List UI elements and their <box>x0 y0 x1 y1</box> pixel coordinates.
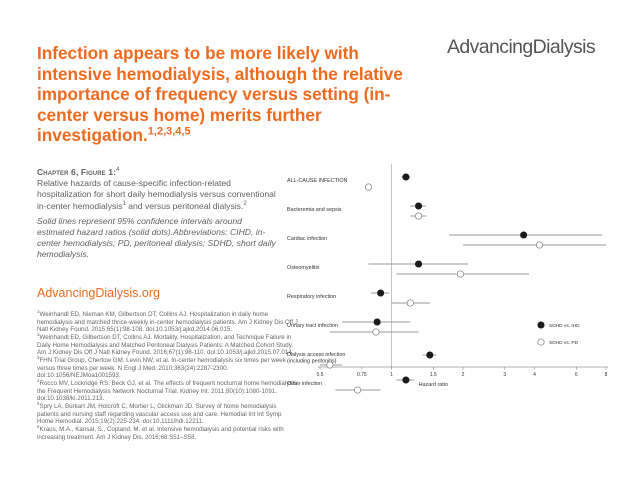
category-label: Other infection <box>287 381 322 387</box>
x-tick-label: 4 <box>533 372 536 378</box>
hazard-ratio-point-open <box>326 361 334 369</box>
reference-text: FHN Trial Group, Chertow GM, Levin NW, e… <box>37 356 286 380</box>
reference-text: Weinhandl ED, Nieman KM, Gilbertson DT, … <box>37 311 298 334</box>
category-label: Cardiac infection <box>287 236 327 242</box>
x-tick-label: 0.75 <box>357 372 367 378</box>
reference-number: 3 <box>37 354 40 360</box>
reference-number: 5 <box>37 400 40 406</box>
legend-marker <box>537 321 545 329</box>
x-axis-title: Hazard ratio <box>419 382 448 388</box>
caption-body: Relative hazards of cause-specific infec… <box>37 178 277 212</box>
reference-text: Spry LA, Burkart JM, Holcroft C, Mortier… <box>37 402 282 426</box>
hazard-ratio-point-solid <box>373 318 381 326</box>
caption-text-2: and versus peritoneal dialysis. <box>125 200 244 211</box>
hazard-ratio-point-open <box>372 328 380 336</box>
caption-ref-a: 1 <box>122 200 126 207</box>
hazard-ratio-point-open <box>415 212 423 220</box>
caption-note: Solid lines represent 95% confidence int… <box>37 215 276 260</box>
x-tick-label: 6 <box>575 372 578 378</box>
reference-list: 1Weinhandl ED, Nieman KM, Gilbertson DT,… <box>37 308 299 441</box>
reference-item: 5Spry LA, Burkart JM, Holcroft C, Mortie… <box>37 400 299 426</box>
reference-text: Weinhandl ED, Gilbertson DT, Collins AJ.… <box>37 333 294 357</box>
figure-caption: Chapter 6, Figure 1:4 Relative hazards o… <box>37 167 277 261</box>
x-tick-label: 8 <box>605 372 608 378</box>
legend-marker <box>537 338 545 346</box>
headline-refs: 1,2,3,4,5 <box>147 125 191 138</box>
x-tick-label: 1 <box>390 372 393 378</box>
figure-ref: 4 <box>116 167 120 174</box>
reference-item: 6Kraus, M.A., Kansal, S., Copland, M. et… <box>37 423 299 441</box>
hazard-ratio-point-open <box>535 241 544 249</box>
category-label: ALL-CAUSE INFECTION <box>287 178 348 184</box>
caption-text: Relative hazards of cause-specific infec… <box>37 178 276 211</box>
legend-label: SDHD vs. PD <box>549 340 579 346</box>
reference-text: Kraus, M.A., Kansal, S., Copland, M. et … <box>37 425 284 441</box>
hazard-ratio-point-open <box>364 183 373 191</box>
hazard-ratio-point-solid <box>415 202 423 210</box>
legend-label: SDHD vs. IHD <box>549 323 580 329</box>
hazard-ratio-point-solid <box>377 289 385 297</box>
x-tick-label: 2 <box>462 372 465 378</box>
category-label: Osteomyelitis <box>287 265 320 271</box>
reference-number: 6 <box>37 423 40 429</box>
x-tick-label: 0.5 <box>317 372 324 378</box>
hazard-ratio-point-solid <box>402 376 410 384</box>
category-label: Respiratory infection <box>287 294 336 300</box>
advancing-dialysis-logo: AdvancingDialysis <box>447 36 596 58</box>
hazard-ratio-point-solid <box>415 260 423 268</box>
x-tick-label: 3 <box>503 372 506 378</box>
reference-item: 1Weinhandl ED, Nieman KM, Gilbertson DT,… <box>37 308 299 334</box>
headline: Infection appears to be more likely with… <box>37 43 407 146</box>
figure-label: Chapter 6, Figure 1: <box>37 167 117 177</box>
hazard-ratio-point-solid <box>426 351 434 359</box>
hazard-ratio-point-solid <box>402 173 410 181</box>
hazard-ratio-point-solid <box>520 231 528 239</box>
hazard-ratio-point-open <box>456 270 464 278</box>
x-tick-label: 1.5 <box>430 372 437 378</box>
reference-item: 4Rocco MV, Lockridge RS, Beck GJ, et al.… <box>37 377 299 403</box>
site-link[interactable]: AdvancingDialysis.org <box>37 286 160 300</box>
reference-number: 4 <box>37 377 40 383</box>
forest-plot: 0.5 0.75 1 1.5 2 3 4 6 8 Hazard ratio ALL-CAUSE IN… <box>287 164 608 394</box>
reference-number: 1 <box>37 308 40 314</box>
headline-text: Infection appears to be more likely with… <box>37 43 403 146</box>
caption-ref-b: 2 <box>243 200 247 207</box>
reference-text: Rocco MV, Lockridge RS, Beck GJ, et al. … <box>37 379 299 403</box>
reference-number: 2 <box>37 331 40 337</box>
category-label: Dialysis access infection <box>287 352 345 358</box>
category-label: Bacteremia and sepsis <box>287 207 342 213</box>
reference-item: 2Weinhandl ED, Gilbertson DT, Collins AJ… <box>37 331 299 357</box>
hazard-ratio-point-open <box>354 386 362 394</box>
reference-item: 3FHN Trial Group, Chertow GM, Levin NW, … <box>37 354 299 380</box>
category-label: (including peritonitis) <box>287 359 337 365</box>
category-label: Urinary tract infection <box>287 323 338 329</box>
hazard-ratio-point-open <box>406 299 414 307</box>
